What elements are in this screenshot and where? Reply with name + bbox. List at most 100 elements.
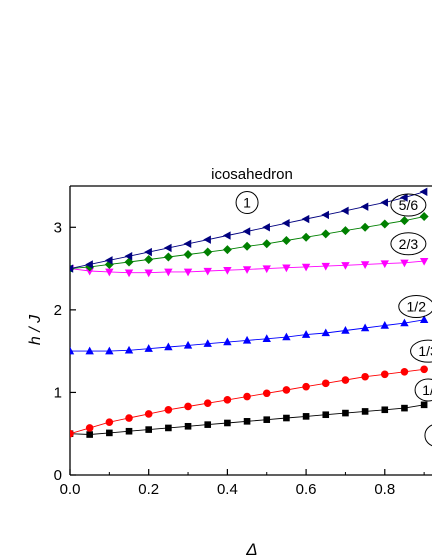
data-point-triangle-up xyxy=(282,332,291,341)
data-point-triangle-up xyxy=(85,346,94,355)
annotation-label: 1/ xyxy=(422,382,432,398)
data-point-square xyxy=(106,429,113,437)
annotation-circle xyxy=(390,232,427,256)
data-point-triangle-left xyxy=(222,231,231,240)
data-point-circle xyxy=(262,389,271,398)
data-point-triangle-left xyxy=(183,239,192,248)
data-point-triangle-left xyxy=(360,202,369,211)
data-point-triangle-up xyxy=(144,344,153,352)
data-point-square xyxy=(283,414,290,422)
data-point-triangle-left xyxy=(85,260,93,269)
y-axis-label: h / J xyxy=(27,314,44,345)
x-tick-label: 0.6 xyxy=(296,481,317,498)
x-axis-label: Δ xyxy=(245,540,257,559)
data-point-square xyxy=(263,416,271,423)
data-point-triangle-down xyxy=(380,260,389,269)
data-point-diamond xyxy=(399,216,409,226)
data-point-square xyxy=(204,421,212,428)
y-tick-label: 1 xyxy=(54,384,62,401)
data-point-triangle-down xyxy=(85,267,94,276)
annotation-circle xyxy=(398,295,432,319)
x-tick-label: 0.2 xyxy=(138,481,159,498)
data-point-circle xyxy=(85,424,94,432)
data-point-triangle-up xyxy=(183,340,193,349)
data-point-triangle-down xyxy=(341,262,350,270)
data-point-triangle-up xyxy=(124,345,134,354)
data-point-square xyxy=(165,424,172,432)
data-point-square xyxy=(184,422,192,430)
data-point-triangle-down xyxy=(223,267,232,275)
data-point-diamond xyxy=(281,235,291,245)
annotation-circle xyxy=(410,339,432,363)
annotation-circle xyxy=(235,191,259,215)
data-point-triangle-left xyxy=(340,206,349,215)
data-point-triangle-up xyxy=(70,346,75,355)
annotation-label: 2/3 xyxy=(399,236,419,252)
data-point-triangle-down xyxy=(282,264,291,273)
data-point-triangle-down xyxy=(203,267,212,276)
data-point-triangle-up xyxy=(105,346,114,355)
data-point-circle xyxy=(341,376,350,384)
data-point-triangle-down xyxy=(419,257,429,266)
data-point-square xyxy=(302,413,310,420)
data-point-circle xyxy=(420,365,428,374)
data-point-triangle-down xyxy=(105,268,114,277)
data-point-square xyxy=(420,401,428,409)
data-point-circle xyxy=(321,379,330,388)
data-point-triangle-left xyxy=(380,198,388,207)
x-tick-label: 0.0 xyxy=(60,481,81,498)
x-tick-label: 0.8 xyxy=(374,481,395,498)
data-point-triangle-up xyxy=(164,342,173,351)
data-point-triangle-left xyxy=(163,243,172,253)
data-point-triangle-down xyxy=(321,262,330,271)
annotation-circle xyxy=(424,424,432,447)
data-point-diamond xyxy=(340,226,350,236)
series-line xyxy=(70,319,425,352)
data-point-diamond xyxy=(183,250,193,260)
data-point-circle xyxy=(164,405,173,414)
data-point-circle xyxy=(282,386,291,394)
data-point-diamond xyxy=(360,222,370,232)
data-point-triangle-down xyxy=(262,265,271,274)
data-point-triangle-left xyxy=(104,256,113,265)
data-point-square xyxy=(381,406,389,414)
data-point-triangle-up xyxy=(360,323,370,332)
data-point-square xyxy=(401,404,408,412)
data-point-square xyxy=(86,431,93,438)
data-point-square xyxy=(342,409,349,417)
data-point-triangle-left xyxy=(419,187,428,196)
series-group xyxy=(70,187,429,438)
data-point-triangle-down xyxy=(164,268,173,277)
data-point-circle xyxy=(361,372,369,381)
data-point-diamond xyxy=(203,247,213,257)
data-point-circle xyxy=(125,414,133,422)
data-point-triangle-up xyxy=(301,330,311,338)
data-point-square xyxy=(243,418,251,425)
data-point-triangle-up xyxy=(242,335,252,344)
data-point-diamond xyxy=(163,252,173,262)
data-point-triangle-left xyxy=(144,247,152,257)
data-point-diamond xyxy=(301,232,311,242)
annotation-circle xyxy=(414,378,432,402)
data-point-square xyxy=(322,411,330,419)
data-point-circle xyxy=(223,396,232,404)
annotation-label: 1/2 xyxy=(407,299,427,315)
data-point-circle xyxy=(184,402,192,411)
y-tick-label: 3 xyxy=(54,219,62,236)
annotation-label: 1 xyxy=(243,195,251,211)
data-point-square xyxy=(361,408,369,415)
data-point-triangle-down xyxy=(144,269,153,278)
chart-title: icosahedron xyxy=(211,166,293,183)
data-point-circle xyxy=(70,429,74,438)
data-point-diamond xyxy=(144,254,154,264)
annotation-circle xyxy=(390,193,427,217)
annotation-label: 1/3 xyxy=(418,343,432,359)
data-point-triangle-left xyxy=(203,235,211,244)
data-point-diamond xyxy=(321,229,331,239)
data-point-diamond xyxy=(222,245,232,255)
data-point-triangle-up xyxy=(321,328,330,337)
data-point-triangle-left xyxy=(70,264,74,273)
data-point-triangle-up xyxy=(400,318,409,327)
